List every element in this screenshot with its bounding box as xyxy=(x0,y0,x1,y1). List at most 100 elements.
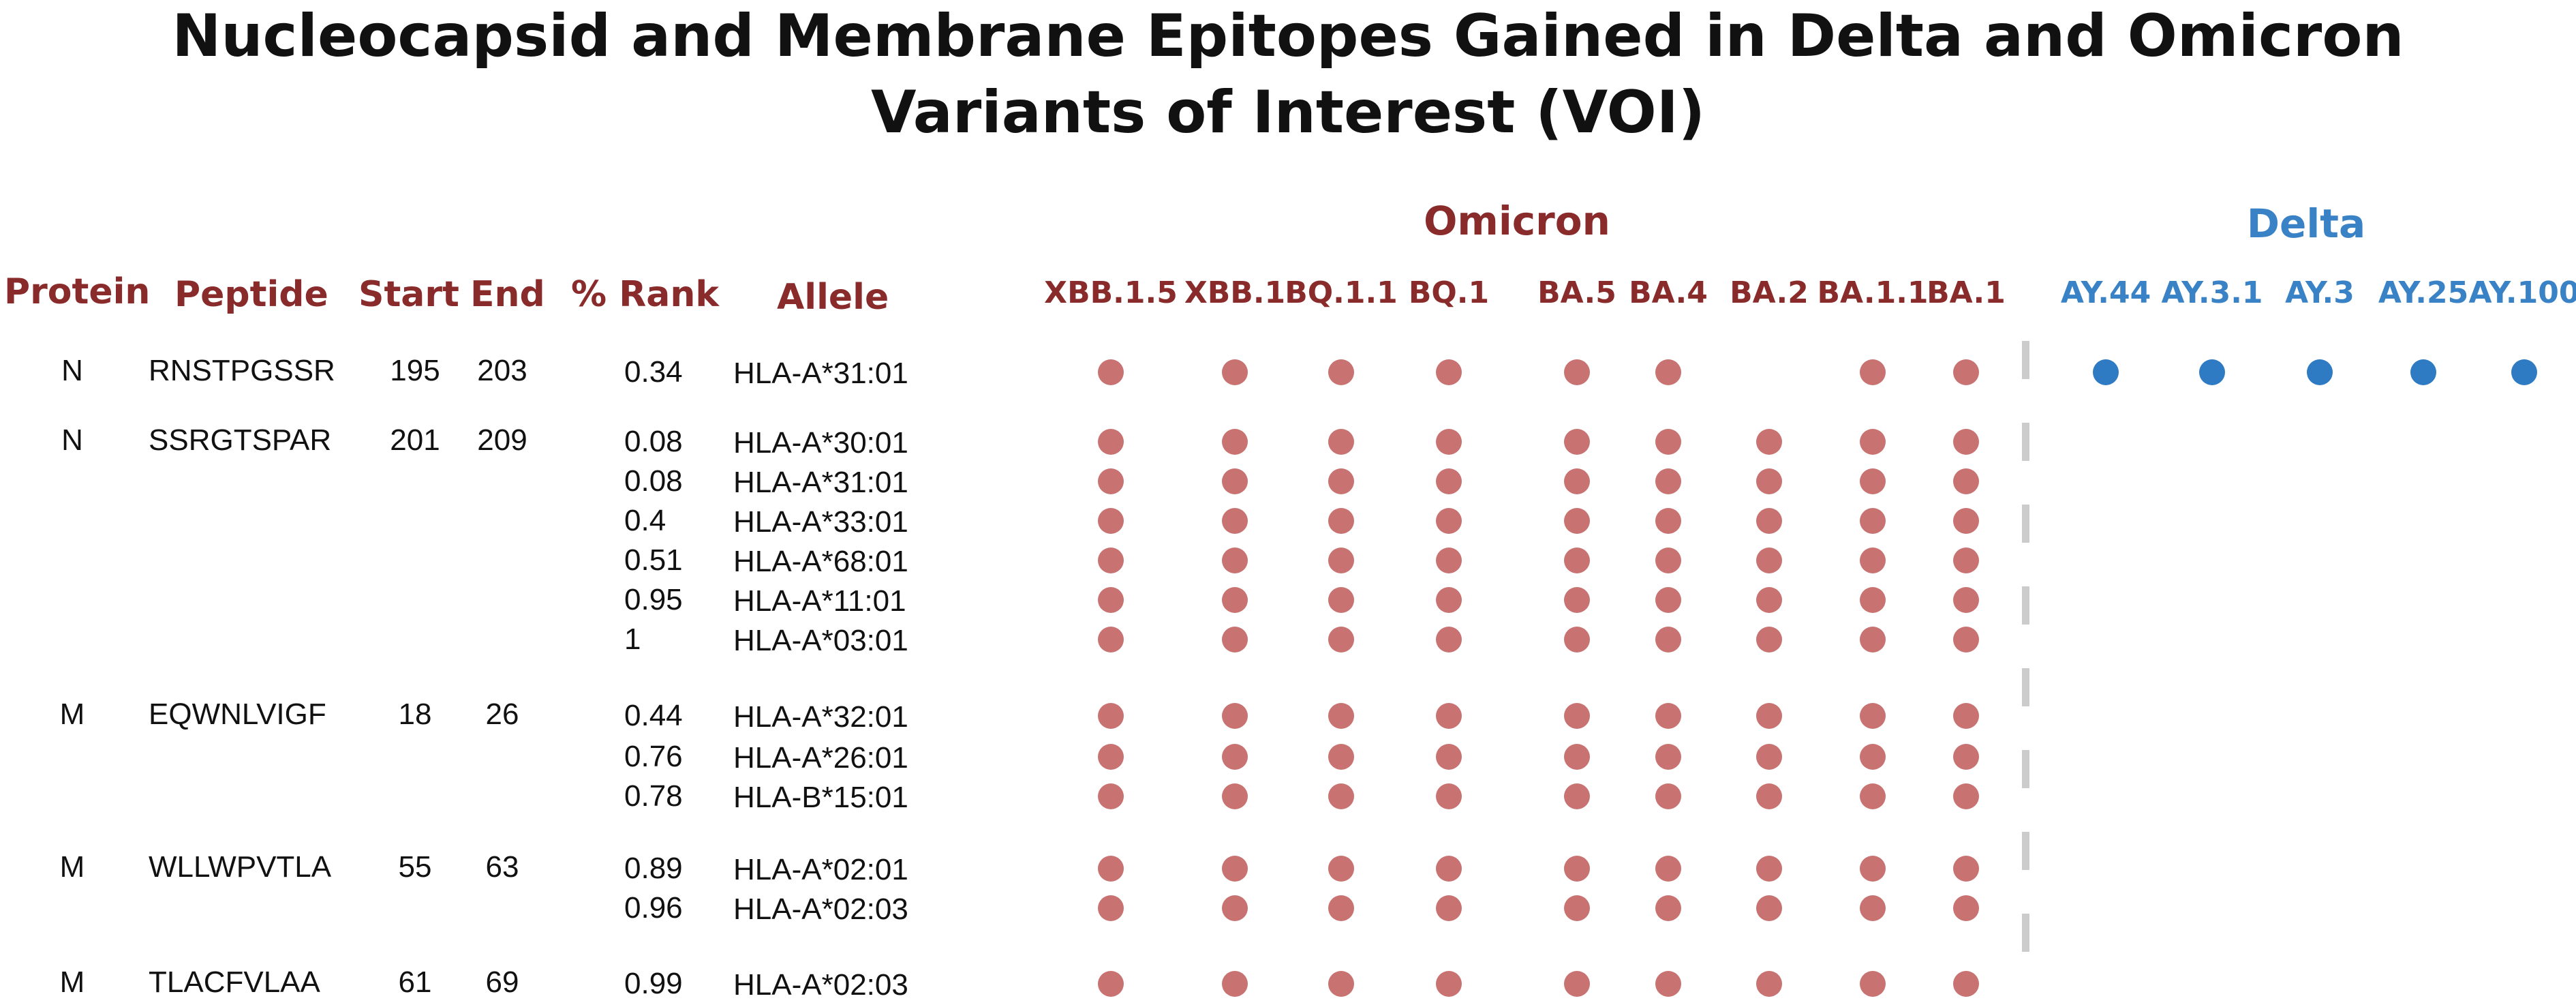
delta-presence-dot xyxy=(2307,359,2333,385)
protein-cell: N xyxy=(61,354,83,387)
omicron-presence-dot xyxy=(1564,856,1590,882)
omicron-presence-dot xyxy=(1222,703,1248,729)
peptide-cell: SSRGTSPAR xyxy=(149,423,332,457)
omicron-presence-dot xyxy=(1655,359,1681,385)
omicron-presence-dot xyxy=(1756,783,1782,809)
separator-dash xyxy=(2022,832,2029,870)
omicron-presence-dot xyxy=(1564,895,1590,921)
omicron-presence-dot xyxy=(1655,508,1681,534)
header-end: End xyxy=(470,274,545,315)
title-line-2: Variants of Interest (VOI) xyxy=(870,78,1706,147)
omicron-presence-dot xyxy=(1222,359,1248,385)
variant-header-AY.100: AY.100 xyxy=(2468,275,2576,310)
omicron-presence-dot xyxy=(1222,468,1248,494)
rank-cell: 1 xyxy=(624,622,641,656)
allele-cell: HLA-A*31:01 xyxy=(733,466,908,499)
omicron-presence-dot xyxy=(1756,548,1782,573)
variant-header-BA.4: BA.4 xyxy=(1629,275,1708,310)
rank-cell: 0.89 xyxy=(624,852,683,885)
omicron-presence-dot xyxy=(1655,548,1681,573)
omicron-presence-dot xyxy=(1328,856,1354,882)
separator-dash xyxy=(2022,586,2029,625)
omicron-presence-dot xyxy=(1953,429,1979,455)
omicron-presence-dot xyxy=(1860,627,1886,652)
separator-dash xyxy=(2022,341,2029,379)
omicron-presence-dot xyxy=(1953,703,1979,729)
omicron-presence-dot xyxy=(1564,971,1590,997)
omicron-presence-dot xyxy=(1328,703,1354,729)
omicron-presence-dot xyxy=(1328,359,1354,385)
end-cell: 63 xyxy=(485,850,519,884)
omicron-presence-dot xyxy=(1436,744,1462,770)
header-protein: Protein xyxy=(4,271,151,312)
header-allele: Allele xyxy=(777,277,889,318)
omicron-presence-dot xyxy=(1564,359,1590,385)
allele-cell: HLA-A*26:01 xyxy=(733,741,908,775)
omicron-presence-dot xyxy=(1098,971,1124,997)
omicron-presence-dot xyxy=(1756,429,1782,455)
rank-cell: 0.51 xyxy=(624,543,683,577)
omicron-presence-dot xyxy=(1756,587,1782,613)
header-rank: % Rank xyxy=(571,274,719,315)
omicron-presence-dot xyxy=(1655,783,1681,809)
omicron-presence-dot xyxy=(1436,587,1462,613)
end-cell: 209 xyxy=(477,423,527,457)
rank-cell: 0.99 xyxy=(624,967,683,1000)
omicron-presence-dot xyxy=(1953,587,1979,613)
omicron-presence-dot xyxy=(1436,468,1462,494)
omicron-presence-dot xyxy=(1436,508,1462,534)
omicron-presence-dot xyxy=(1222,895,1248,921)
omicron-presence-dot xyxy=(1328,429,1354,455)
allele-cell: HLA-A*32:01 xyxy=(733,700,908,734)
omicron-presence-dot xyxy=(1098,783,1124,809)
delta-presence-dot xyxy=(2093,359,2119,385)
variant-header-BQ.1: BQ.1 xyxy=(1408,275,1490,310)
variant-header-BA.1: BA.1 xyxy=(1927,275,2006,310)
start-cell: 201 xyxy=(390,423,440,457)
omicron-presence-dot xyxy=(1756,703,1782,729)
rank-cell: 0.95 xyxy=(624,583,683,616)
protein-cell: M xyxy=(59,850,85,884)
allele-cell: HLA-A*68:01 xyxy=(733,545,908,578)
omicron-presence-dot xyxy=(1655,895,1681,921)
start-cell: 18 xyxy=(398,698,432,731)
rank-cell: 0.96 xyxy=(624,891,683,925)
omicron-presence-dot xyxy=(1564,783,1590,809)
peptide-cell: EQWNLVIGF xyxy=(149,698,326,731)
omicron-presence-dot xyxy=(1860,359,1886,385)
variant-header-AY.3.1: AY.3.1 xyxy=(2161,275,2263,310)
omicron-presence-dot xyxy=(1436,703,1462,729)
omicron-presence-dot xyxy=(1860,783,1886,809)
omicron-presence-dot xyxy=(1564,548,1590,573)
omicron-presence-dot xyxy=(1756,627,1782,652)
omicron-presence-dot xyxy=(1655,703,1681,729)
allele-cell: HLA-A*03:01 xyxy=(733,624,908,657)
delta-presence-dot xyxy=(2199,359,2225,385)
omicron-presence-dot xyxy=(1953,468,1979,494)
end-cell: 203 xyxy=(477,354,527,387)
separator-dash xyxy=(2022,750,2029,788)
delta-presence-dot xyxy=(2511,359,2537,385)
omicron-presence-dot xyxy=(1860,895,1886,921)
omicron-presence-dot xyxy=(1756,895,1782,921)
omicron-presence-dot xyxy=(1953,971,1979,997)
omicron-presence-dot xyxy=(1098,627,1124,652)
separator-dash xyxy=(2022,914,2029,952)
variant-header-XBB.1.5: XBB.1.5 xyxy=(1044,275,1178,310)
omicron-presence-dot xyxy=(1328,744,1354,770)
omicron-presence-dot xyxy=(1222,744,1248,770)
delta-presence-dot xyxy=(2410,359,2436,385)
variant-header-AY.3: AY.3 xyxy=(2285,275,2355,310)
start-cell: 195 xyxy=(390,354,440,387)
omicron-presence-dot xyxy=(1953,548,1979,573)
omicron-presence-dot xyxy=(1860,856,1886,882)
omicron-presence-dot xyxy=(1953,744,1979,770)
omicron-group-label: Omicron xyxy=(1424,198,1610,244)
variant-header-BA.1.1: BA.1.1 xyxy=(1817,275,1929,310)
allele-cell: HLA-A*02:03 xyxy=(733,968,908,1002)
peptide-cell: TLACFVLAA xyxy=(149,965,320,999)
omicron-presence-dot xyxy=(1098,856,1124,882)
omicron-presence-dot xyxy=(1953,856,1979,882)
omicron-presence-dot xyxy=(1098,468,1124,494)
omicron-presence-dot xyxy=(1436,895,1462,921)
